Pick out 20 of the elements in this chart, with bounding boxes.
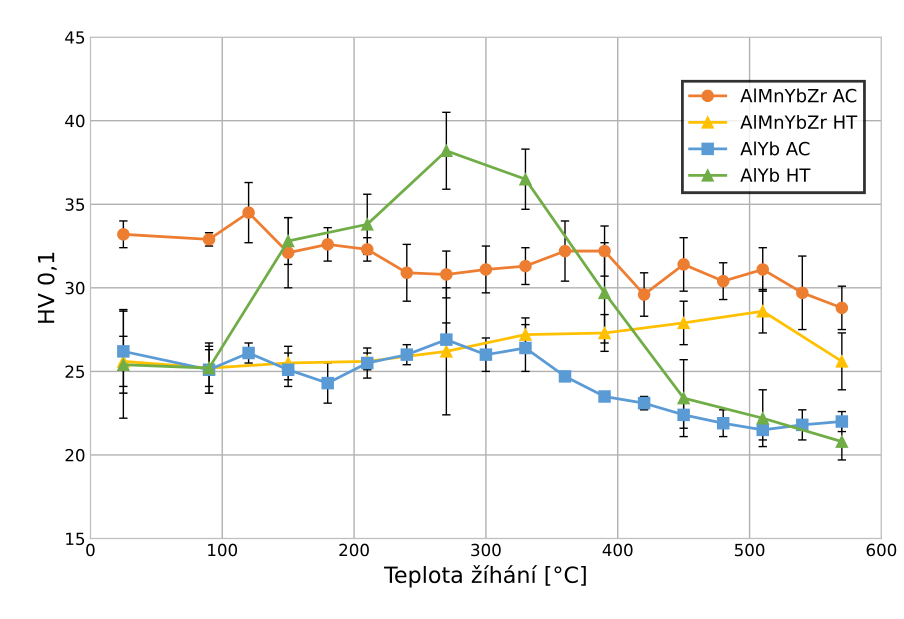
x-tick-label: 400 [602,544,633,556]
x-tick-label: 100 [208,544,238,556]
y-tick-label: 20 [66,448,84,462]
y-tick-label: 45 [65,31,84,44]
y-tick-label: 40 [65,114,84,128]
y-axis-title: HV 0,1 [38,252,57,323]
x-tick-label: 600 [866,544,896,556]
y-tick-label: 15 [66,532,84,546]
legend-label: AlMnYbZr HT [740,114,858,129]
legend-label: AlMnYbZr AC [740,88,856,102]
x-tick-label: 200 [339,544,369,556]
x-tick-label: 500 [734,544,764,556]
y-tick-label: 25 [66,365,84,378]
y-tick-label: 30 [66,282,84,294]
legend-label: AlYb HT [740,168,810,182]
y-tick-label: 35 [66,198,84,211]
x-axis-title: Teplota žíhání [°C] [384,565,586,588]
x-tick-label: 300 [471,544,501,556]
legend-label: AlYb AC [740,141,810,156]
x-tick-label: 0 [86,544,95,556]
